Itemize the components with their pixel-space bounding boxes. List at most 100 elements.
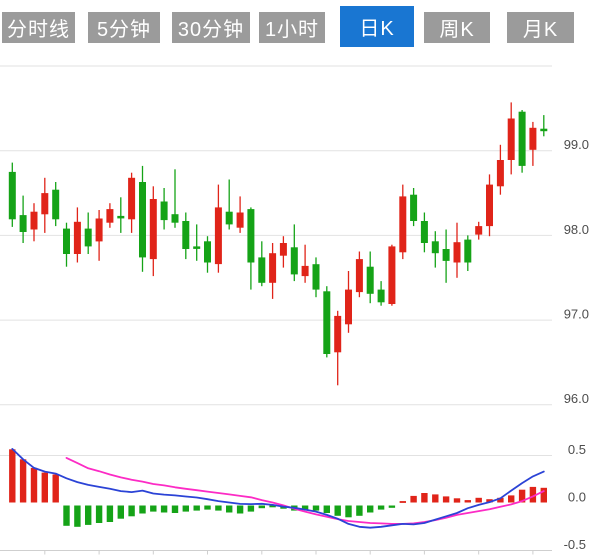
macd-bar <box>464 500 471 503</box>
macd-bar <box>345 505 352 518</box>
candle-body <box>52 189 60 220</box>
macd-bar <box>160 505 168 513</box>
candle-body <box>41 193 49 215</box>
candle-body <box>507 118 515 160</box>
candle-body <box>236 212 244 228</box>
tab-timeline[interactable]: 分时线 <box>2 12 75 43</box>
candle-body <box>323 291 331 354</box>
candle-body <box>8 171 16 220</box>
candle-body <box>518 111 526 166</box>
macd-bar <box>421 493 428 503</box>
candle-body <box>453 242 461 263</box>
candle-body <box>529 127 537 150</box>
macd-bar <box>269 505 276 508</box>
macd-axis-labels: 0.5 0.0 -0.5 <box>564 442 586 552</box>
candle-body <box>95 218 103 242</box>
macd-axis-label: 0.5 <box>568 442 586 457</box>
macd-bar <box>74 505 81 527</box>
candle-body <box>73 221 81 254</box>
candle-body <box>204 241 211 263</box>
macd-bar <box>236 505 244 514</box>
macd-bar <box>432 494 439 503</box>
candle-body <box>139 182 146 258</box>
candle-body <box>84 228 92 247</box>
price-axis-label: 97.0 <box>564 307 589 322</box>
candle-body <box>279 243 287 256</box>
candle-body <box>420 221 428 243</box>
macd-bar <box>486 499 493 503</box>
tab-5min[interactable]: 5分钟 <box>88 12 160 43</box>
macd-axis-label: -0.5 <box>564 537 586 552</box>
macd-bar <box>9 449 16 503</box>
tab-1hour[interactable]: 1小时 <box>259 12 325 43</box>
macd-bar <box>106 505 114 522</box>
dea-line <box>65 457 545 525</box>
candle-body <box>225 211 233 225</box>
macd-bar <box>334 505 341 516</box>
macd-bar <box>529 486 537 503</box>
candle-body <box>160 201 168 221</box>
timeframe-tabs: 分时线 5分钟 30分钟 1小时 日K 周K 月K <box>0 0 601 52</box>
macd-histogram <box>9 449 547 527</box>
macd-bar <box>30 467 38 503</box>
candle-body <box>290 247 298 275</box>
candles <box>8 102 548 386</box>
candle-body <box>366 266 374 294</box>
candle-body <box>464 239 472 263</box>
candle-body <box>19 215 27 232</box>
tab-30min[interactable]: 30分钟 <box>172 12 250 43</box>
macd-bar <box>182 505 189 512</box>
candle-body <box>540 128 548 132</box>
macd-bar <box>85 505 92 525</box>
price-axis-label: 96.0 <box>564 391 589 406</box>
macd-bar <box>323 505 330 513</box>
price-gridlines <box>0 65 552 406</box>
candle-body <box>345 289 352 325</box>
candle-body <box>269 253 277 283</box>
candle-body <box>149 199 157 260</box>
x-axis <box>0 550 552 555</box>
candle-body <box>486 184 493 227</box>
macd-bar <box>193 505 200 511</box>
macd-bar <box>540 487 547 503</box>
price-axis-label: 98.0 <box>564 222 589 237</box>
macd-bar <box>453 498 461 503</box>
candle-body <box>182 221 190 249</box>
macd-bar <box>356 505 363 516</box>
macd-bar <box>171 505 179 513</box>
candle-body <box>193 246 201 249</box>
tab-monthly[interactable]: 月K <box>507 12 574 43</box>
candle-body <box>431 241 439 254</box>
macd-bar <box>258 505 265 509</box>
candle-body <box>117 215 125 219</box>
tab-daily[interactable]: 日K <box>340 6 414 47</box>
macd-bar <box>19 459 27 503</box>
macd-bar <box>497 497 504 503</box>
candle-body <box>214 207 222 265</box>
dif-line <box>11 448 545 529</box>
macd-bar <box>226 505 233 513</box>
macd-bar <box>247 505 255 512</box>
price-axis-label: 99.0 <box>564 137 589 152</box>
macd-bar <box>150 505 157 512</box>
candle-body <box>106 209 114 223</box>
candle-body <box>410 194 418 221</box>
macd-bar <box>301 505 309 510</box>
macd-bar <box>312 505 320 511</box>
macd-bar <box>215 505 222 511</box>
candle-body <box>334 315 342 353</box>
macd-bar <box>399 501 406 503</box>
candle-body <box>355 259 363 293</box>
candle-body <box>171 214 179 223</box>
price-axis-labels: 99.0 98.0 97.0 96.0 <box>564 137 589 406</box>
candle-body <box>312 264 320 290</box>
candle-body <box>258 257 266 283</box>
macd-bar <box>388 505 396 508</box>
macd-bar <box>117 505 124 519</box>
macd-bar <box>204 505 211 510</box>
candle-body <box>128 177 136 220</box>
macd-bar <box>377 505 385 510</box>
tab-weekly[interactable]: 周K <box>424 12 490 43</box>
